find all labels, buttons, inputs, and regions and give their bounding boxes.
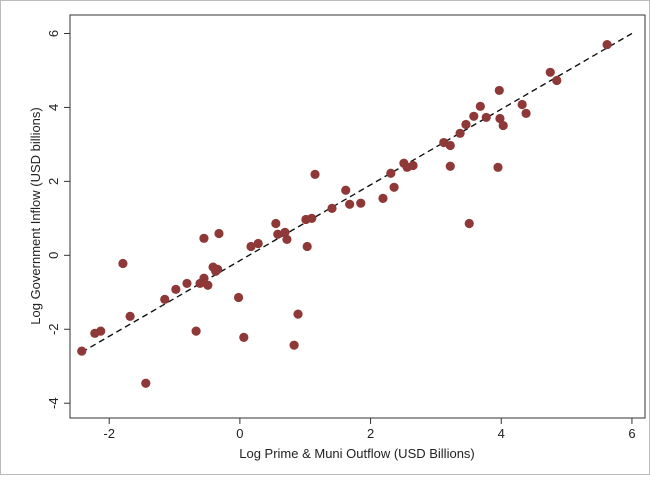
point xyxy=(455,128,465,138)
point xyxy=(282,234,292,245)
y-tick-label: 0 xyxy=(46,252,61,259)
point xyxy=(293,309,303,319)
point xyxy=(214,228,224,239)
x-tick-label: 4 xyxy=(498,426,505,441)
point xyxy=(445,161,455,171)
y-tick-label: 2 xyxy=(46,178,61,185)
point xyxy=(386,168,396,178)
point xyxy=(493,162,503,172)
point xyxy=(545,67,555,77)
point xyxy=(327,203,337,213)
point xyxy=(475,101,485,111)
point xyxy=(445,140,455,151)
point xyxy=(389,182,399,192)
y-tick-label: 6 xyxy=(46,30,61,37)
y-tick-label: -4 xyxy=(46,397,61,409)
x-tick-label: -2 xyxy=(103,426,115,441)
point xyxy=(552,75,562,86)
y-axis-label: Log Government Inflow (USD billions) xyxy=(28,107,43,324)
point xyxy=(96,326,106,336)
point xyxy=(273,229,283,239)
point xyxy=(310,169,320,179)
point xyxy=(345,199,355,209)
point xyxy=(199,233,209,243)
point xyxy=(481,112,491,123)
x-axis-label: Log Prime & Muni Outflow (USD Billions) xyxy=(239,446,475,461)
point xyxy=(239,332,249,342)
point xyxy=(498,120,508,131)
y-tick-label: -2 xyxy=(46,323,61,335)
y-tick-label: 4 xyxy=(46,104,61,111)
point xyxy=(461,119,471,130)
point xyxy=(307,213,317,223)
point xyxy=(517,99,527,110)
point xyxy=(203,280,213,290)
point xyxy=(213,264,223,274)
point xyxy=(408,160,418,171)
point xyxy=(253,238,263,249)
point xyxy=(182,278,192,289)
point xyxy=(378,193,388,203)
point xyxy=(233,292,244,303)
point xyxy=(302,241,312,252)
point xyxy=(464,218,474,229)
point xyxy=(118,258,128,269)
point xyxy=(141,378,151,388)
point xyxy=(280,227,290,237)
point xyxy=(495,113,505,124)
point xyxy=(469,111,479,121)
point xyxy=(160,294,170,304)
point xyxy=(125,311,135,321)
x-tick-label: 0 xyxy=(236,426,243,441)
point xyxy=(199,273,209,283)
point xyxy=(341,185,351,195)
fit-line xyxy=(81,32,633,353)
point xyxy=(289,340,299,350)
x-tick-label: 2 xyxy=(367,426,374,441)
point xyxy=(77,346,87,356)
point xyxy=(246,241,256,252)
point xyxy=(271,218,281,229)
point xyxy=(171,284,181,294)
x-tick-label: 6 xyxy=(628,426,635,441)
point xyxy=(356,198,366,208)
point xyxy=(494,85,504,96)
point xyxy=(521,108,531,118)
plot-area xyxy=(69,14,646,419)
point xyxy=(191,326,201,336)
point xyxy=(602,39,612,50)
